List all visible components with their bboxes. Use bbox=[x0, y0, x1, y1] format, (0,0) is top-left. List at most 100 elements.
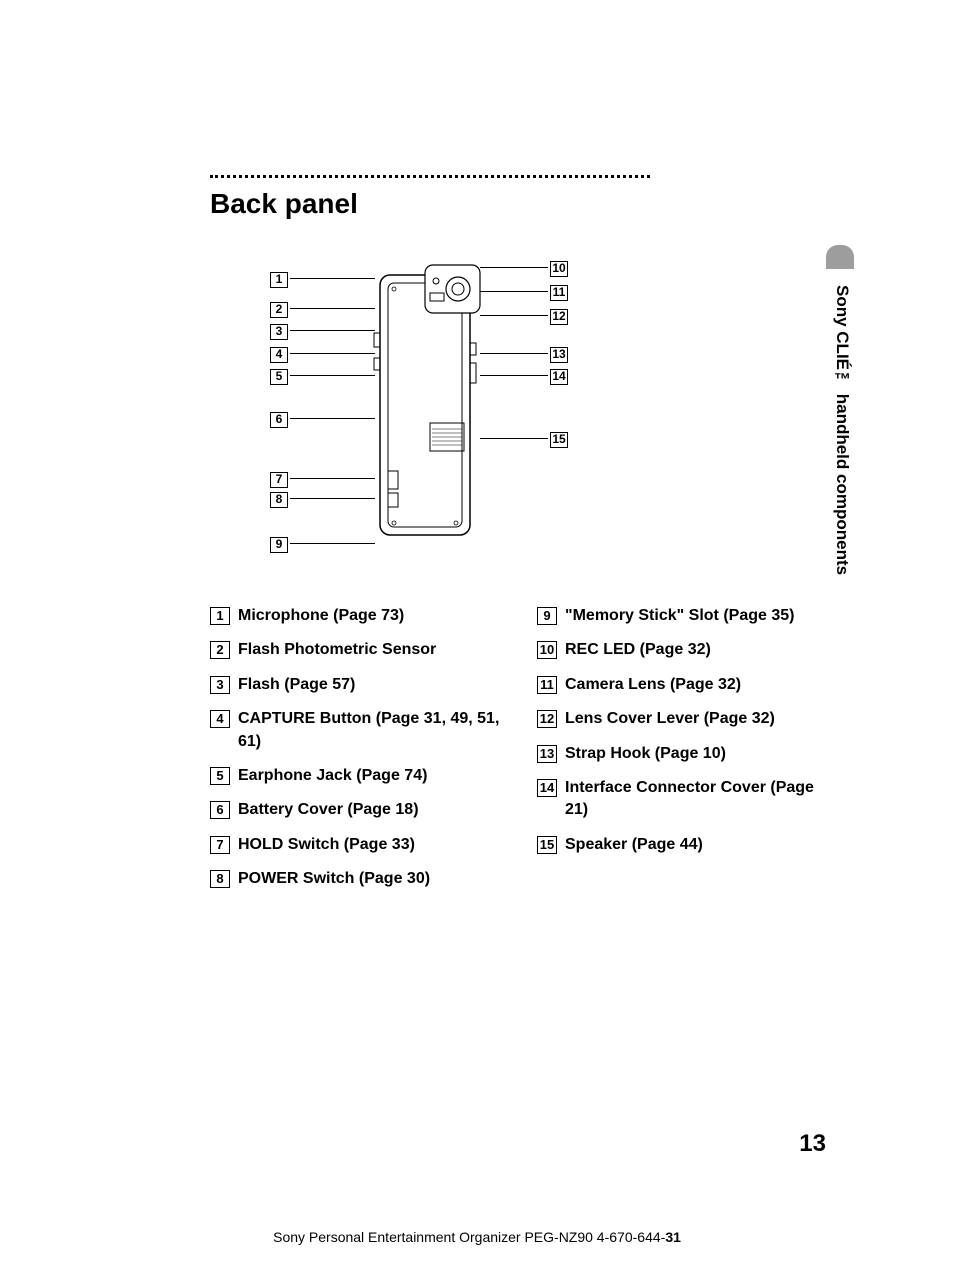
legend-item-number: 6 bbox=[210, 801, 230, 819]
leader-line bbox=[290, 308, 375, 309]
legend-item-number: 5 bbox=[210, 767, 230, 785]
callout-right-14: 14 bbox=[550, 367, 568, 385]
callout-left-7: 7 bbox=[270, 470, 288, 488]
callout-right-11: 11 bbox=[550, 283, 568, 301]
legend-item-text: Lens Cover Lever (Page 32) bbox=[565, 708, 834, 730]
legend-item: 8 POWER Switch (Page 30) bbox=[210, 868, 507, 890]
legend-item-text: Microphone (Page 73) bbox=[238, 605, 507, 627]
legend-item: 1 Microphone (Page 73) bbox=[210, 605, 507, 627]
legend-item: 12 Lens Cover Lever (Page 32) bbox=[537, 708, 834, 730]
callout-left-6: 6 bbox=[270, 410, 288, 428]
callout-right-13: 13 bbox=[550, 345, 568, 363]
legend-item-text: Speaker (Page 44) bbox=[565, 834, 834, 856]
legend-item: 6 Battery Cover (Page 18) bbox=[210, 799, 507, 821]
legend-item-text: Interface Connector Cover (Page 21) bbox=[565, 777, 834, 822]
device-diagram: 123456789 101112131415 bbox=[270, 255, 590, 565]
callout-number: 8 bbox=[270, 492, 288, 508]
leader-line bbox=[480, 291, 548, 292]
legend-item-number: 2 bbox=[210, 641, 230, 659]
footer: Sony Personal Entertainment Organizer PE… bbox=[0, 1229, 954, 1245]
callout-number: 15 bbox=[550, 432, 568, 448]
legend-item-number: 14 bbox=[537, 779, 557, 797]
side-tab: Sony CLIÉ™ handheld components bbox=[806, 245, 854, 605]
callout-number: 7 bbox=[270, 472, 288, 488]
legend-item-text: Flash (Page 57) bbox=[238, 674, 507, 696]
callout-number: 12 bbox=[550, 309, 568, 325]
page-container: Back panel bbox=[0, 0, 954, 1270]
legend-item-text: CAPTURE Button (Page 31, 49, 51, 61) bbox=[238, 708, 507, 753]
footer-text: Sony Personal Entertainment Organizer PE… bbox=[273, 1229, 665, 1245]
diagram-wrapper: 123456789 101112131415 bbox=[210, 255, 650, 565]
footer-suffix: 31 bbox=[665, 1229, 681, 1245]
callout-number: 10 bbox=[550, 261, 568, 277]
legend-item: 3 Flash (Page 57) bbox=[210, 674, 507, 696]
callout-number: 13 bbox=[550, 347, 568, 363]
legend-item-text: Camera Lens (Page 32) bbox=[565, 674, 834, 696]
legend-item: 10REC LED (Page 32) bbox=[537, 639, 834, 661]
legend-item-text: "Memory Stick" Slot (Page 35) bbox=[565, 605, 834, 627]
legend-item: 2 Flash Photometric Sensor bbox=[210, 639, 507, 661]
callout-number: 5 bbox=[270, 369, 288, 385]
legend-item-number: 8 bbox=[210, 870, 230, 888]
legend-item-number: 1 bbox=[210, 607, 230, 625]
legend-item: 9 "Memory Stick" Slot (Page 35) bbox=[537, 605, 834, 627]
legend-item-number: 13 bbox=[537, 745, 557, 763]
callout-left-4: 4 bbox=[270, 345, 288, 363]
side-tab-text: Sony CLIÉ™ handheld components bbox=[832, 285, 852, 575]
legend-lists: 1 Microphone (Page 73) 2 Flash Photometric … bbox=[210, 605, 834, 903]
legend-item-text: Earphone Jack (Page 74) bbox=[238, 765, 507, 787]
leader-line bbox=[290, 498, 375, 499]
tab-indicator bbox=[826, 245, 854, 269]
callout-left-3: 3 bbox=[270, 322, 288, 340]
legend-item: 11 Camera Lens (Page 32) bbox=[537, 674, 834, 696]
legend-item-text: Flash Photometric Sensor bbox=[238, 639, 507, 661]
legend-item: 4 CAPTURE Button (Page 31, 49, 51, 61) bbox=[210, 708, 507, 753]
leader-line bbox=[290, 375, 375, 376]
callout-left-1: 1 bbox=[270, 270, 288, 288]
leader-line bbox=[290, 418, 375, 419]
legend-item: 13 Strap Hook (Page 10) bbox=[537, 743, 834, 765]
callout-number: 11 bbox=[550, 285, 568, 301]
legend-item-number: 9 bbox=[537, 607, 557, 625]
callout-number: 2 bbox=[270, 302, 288, 318]
legend-item-text: POWER Switch (Page 30) bbox=[238, 868, 507, 890]
leader-line bbox=[480, 375, 548, 376]
legend-item-number: 15 bbox=[537, 836, 557, 854]
legend-left-column: 1 Microphone (Page 73) 2 Flash Photometric … bbox=[210, 605, 507, 903]
callout-left-2: 2 bbox=[270, 300, 288, 318]
callout-number: 14 bbox=[550, 369, 568, 385]
page-number: 13 bbox=[799, 1130, 826, 1158]
leader-line bbox=[290, 278, 375, 279]
dotted-divider bbox=[210, 175, 650, 178]
legend-item-text: Battery Cover (Page 18) bbox=[238, 799, 507, 821]
legend-item-text: REC LED (Page 32) bbox=[565, 639, 834, 661]
leader-line bbox=[290, 543, 375, 544]
leader-line bbox=[290, 330, 375, 331]
leader-line bbox=[480, 353, 548, 354]
callout-number: 3 bbox=[270, 324, 288, 340]
callout-number: 4 bbox=[270, 347, 288, 363]
callout-right-10: 10 bbox=[550, 259, 568, 277]
callout-right-15: 15 bbox=[550, 430, 568, 448]
callout-number: 6 bbox=[270, 412, 288, 428]
legend-item-text: Strap Hook (Page 10) bbox=[565, 743, 834, 765]
legend-item-number: 12 bbox=[537, 710, 557, 728]
callout-left-8: 8 bbox=[270, 490, 288, 508]
callout-number: 9 bbox=[270, 537, 288, 553]
legend-item-number: 4 bbox=[210, 710, 230, 728]
leader-line bbox=[480, 315, 548, 316]
legend-item: 14 Interface Connector Cover (Page 21) bbox=[537, 777, 834, 822]
legend-item-number: 11 bbox=[537, 676, 557, 694]
callout-right-12: 12 bbox=[550, 307, 568, 325]
legend-item-text: HOLD Switch (Page 33) bbox=[238, 834, 507, 856]
callout-number: 1 bbox=[270, 272, 288, 288]
callout-left-9: 9 bbox=[270, 535, 288, 553]
legend-item: 15 Speaker (Page 44) bbox=[537, 834, 834, 856]
legend-item: 7 HOLD Switch (Page 33) bbox=[210, 834, 507, 856]
legend-right-column: 9 "Memory Stick" Slot (Page 35) 10REC LED … bbox=[537, 605, 834, 903]
legend-item-number: 3 bbox=[210, 676, 230, 694]
legend-item-number: 7 bbox=[210, 836, 230, 854]
legend-item: 5 Earphone Jack (Page 74) bbox=[210, 765, 507, 787]
leader-line bbox=[480, 267, 548, 268]
leader-line bbox=[480, 438, 548, 439]
